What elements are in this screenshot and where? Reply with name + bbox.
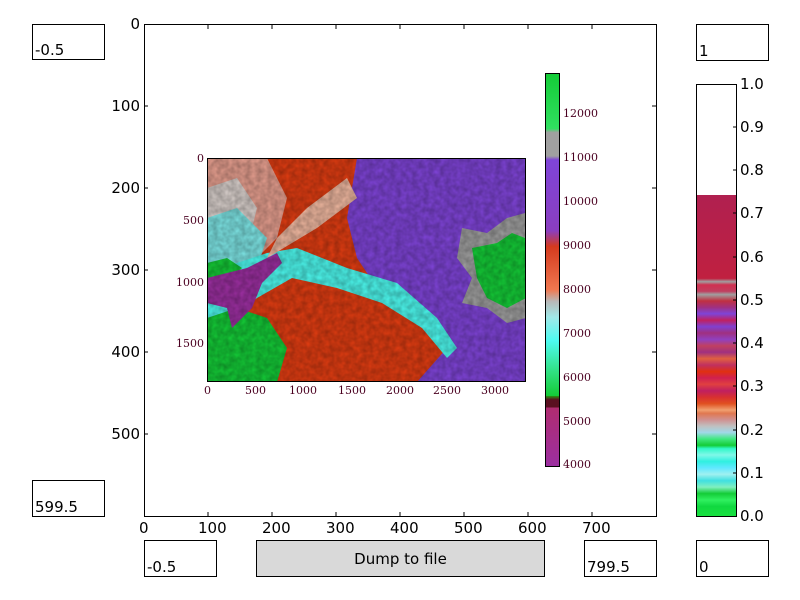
dump-to-file-button[interactable]: Dump to file [256, 540, 545, 577]
colormap-tick-label: 0.2 [740, 421, 764, 439]
colormap-tick-label: 0.3 [740, 377, 764, 395]
inset-elevation-colorbar [545, 73, 560, 467]
cmin-field[interactable]: 0 [696, 540, 769, 577]
inset-xtick-label: 1500 [338, 384, 366, 397]
colormap-editor-colorbar[interactable] [696, 84, 737, 517]
colormap-tick-label: 0.8 [740, 161, 764, 179]
dump-button-label: Dump to file [354, 549, 447, 568]
colormap-tick-label: 0.4 [740, 334, 764, 352]
main-ytick-label: 0 [130, 15, 140, 33]
colormap-tick-label: 1.0 [740, 75, 764, 93]
colormap-tick-label: 0.5 [740, 291, 764, 309]
inset-colorbar-tick-label: 9000 [563, 239, 591, 252]
inset-colorbar-tick-label: 12000 [563, 107, 598, 120]
colormap-tick-label: 0.1 [740, 464, 764, 482]
inset-colorbar-tick-label: 7000 [563, 327, 591, 340]
main-ytick-label: 200 [111, 179, 140, 197]
xmax-value: 799.5 [587, 558, 630, 576]
inset-colorbar-tick-label: 10000 [563, 195, 598, 208]
main-ytick-label: 300 [111, 261, 140, 279]
inset-xtick-label: 500 [245, 384, 266, 397]
main-xtick-label: 500 [454, 519, 483, 537]
main-xtick-label: 400 [390, 519, 419, 537]
cmin-value: 0 [699, 558, 709, 576]
inset-ytick-label: 1500 [176, 337, 204, 350]
inset-xtick-label: 2000 [386, 384, 414, 397]
inset-colorbar-tick-label: 5000 [563, 415, 591, 428]
main-xtick-label: 100 [198, 519, 227, 537]
xmin-field[interactable]: -0.5 [144, 540, 217, 577]
inset-ytick-label: 0 [197, 152, 204, 165]
inset-colorbar-tick-label: 6000 [563, 371, 591, 384]
inset-xtick-label: 3000 [481, 384, 509, 397]
ymax-value: 599.5 [35, 498, 78, 516]
inset-colorbar-tick-label: 8000 [563, 283, 591, 296]
main-xtick-label: 600 [518, 519, 547, 537]
main-ytick-label: 100 [111, 97, 140, 115]
inset-colorbar-tick-label: 4000 [563, 458, 591, 471]
colormap-tick-label: 0.9 [740, 118, 764, 136]
cmax-value: 1 [699, 42, 709, 60]
xmin-value: -0.5 [147, 558, 177, 576]
main-xtick-label: 0 [139, 519, 149, 537]
colormap-fill [697, 194, 736, 516]
inset-colorbar-tick-label: 11000 [563, 151, 598, 164]
colormap-tick-label: 0.7 [740, 204, 764, 222]
colormap-tick-label: 0.6 [740, 248, 764, 266]
inset-ytick-label: 1000 [176, 276, 204, 289]
inset-xtick-label: 2500 [433, 384, 461, 397]
main-xtick-label: 200 [262, 519, 291, 537]
inset-xtick-label: 1000 [289, 384, 317, 397]
main-ytick-label: 400 [111, 343, 140, 361]
xmax-field[interactable]: 799.5 [584, 540, 657, 577]
inset-xtick-label: 0 [204, 384, 211, 397]
main-xtick-label: 700 [582, 519, 611, 537]
ymax-field[interactable]: 599.5 [32, 480, 105, 517]
terrain-map-image[interactable] [207, 158, 526, 382]
cmax-field[interactable]: 1 [696, 24, 769, 61]
ymin-value: -0.5 [35, 41, 65, 59]
colormap-tick-label: 0.0 [740, 507, 764, 525]
main-ytick-label: 500 [111, 425, 140, 443]
main-xtick-label: 300 [326, 519, 355, 537]
inset-ytick-label: 500 [183, 214, 204, 227]
ymin-field[interactable]: -0.5 [32, 24, 105, 60]
